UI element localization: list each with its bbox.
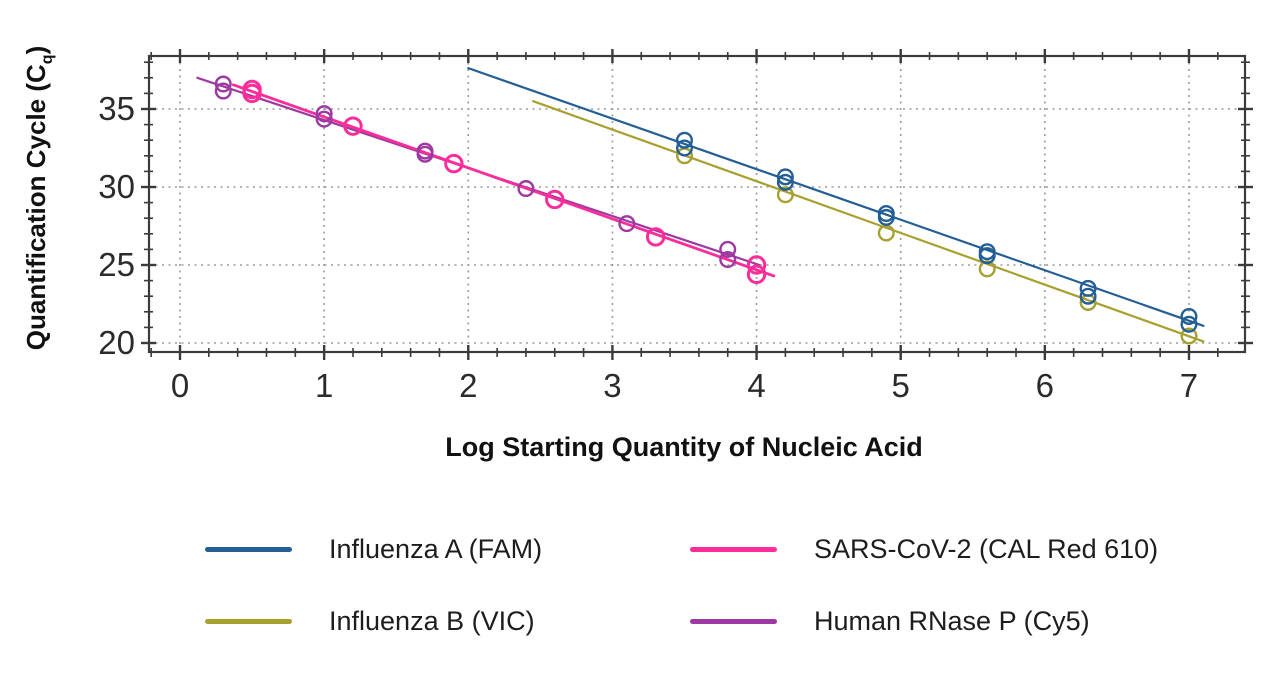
data-point-human-rnase-p-cy5 xyxy=(517,180,535,198)
plot-frame xyxy=(147,54,1247,354)
trendline-sars-cov-2-cal-red-610 xyxy=(231,83,776,278)
data-point-influenza-a-fam xyxy=(978,247,996,265)
data-point-sars-cov-2-cal-red-610 xyxy=(242,83,262,104)
legend-item-influenza-b-vic: Influenza B (VIC) xyxy=(205,605,535,637)
data-point-influenza-a-fam xyxy=(776,173,794,191)
data-point-human-rnase-p-cy5 xyxy=(214,75,232,93)
x-tick-label: 5 xyxy=(892,367,910,404)
legend-line-swatch xyxy=(690,546,777,552)
data-point-human-rnase-p-cy5 xyxy=(315,105,333,123)
data-point-sars-cov-2-cal-red-610 xyxy=(444,153,464,174)
data-point-influenza-a-fam xyxy=(675,131,693,149)
data-point-human-rnase-p-cy5 xyxy=(719,251,737,269)
y-axis-title: Quantification Cycle (Cq) xyxy=(14,0,58,398)
legend-line-swatch xyxy=(690,618,777,624)
y-axis-title-close: ) xyxy=(21,45,51,55)
x-tick-label: 0 xyxy=(171,367,189,404)
legend-line-swatch xyxy=(205,546,292,552)
data-point-influenza-b-vic xyxy=(776,186,794,204)
data-point-influenza-a-fam xyxy=(1180,307,1198,325)
trendline-influenza-a-fam xyxy=(467,67,1205,327)
data-point-influenza-b-vic xyxy=(1180,327,1198,345)
data-point-sars-cov-2-cal-red-610 xyxy=(746,255,767,275)
data-point-influenza-a-fam xyxy=(1079,279,1097,297)
data-point-sars-cov-2-cal-red-610 xyxy=(545,189,565,210)
y-tick-label: 30 xyxy=(98,168,135,205)
x-tick-label: 2 xyxy=(459,367,477,404)
data-point-influenza-a-fam xyxy=(1079,287,1097,305)
x-tick-label: 3 xyxy=(603,367,621,404)
data-point-human-rnase-p-cy5 xyxy=(214,82,232,100)
legend-label: Influenza B (VIC) xyxy=(329,605,535,636)
legend-item-human-rnase-p-cy5: Human RNase P (Cy5) xyxy=(690,605,1090,637)
data-point-human-rnase-p-cy5 xyxy=(416,145,434,163)
data-point-human-rnase-p-cy5 xyxy=(315,110,333,128)
legend-item-influenza-a-fam: Influenza A (FAM) xyxy=(205,533,542,565)
x-tick-label: 1 xyxy=(315,367,333,404)
data-point-influenza-a-fam xyxy=(675,139,693,157)
y-tick-label: 20 xyxy=(98,324,135,361)
data-point-influenza-a-fam xyxy=(776,168,794,186)
legend-label: SARS-CoV-2 (CAL Red 610) xyxy=(814,533,1159,564)
data-point-influenza-a-fam xyxy=(1180,315,1198,333)
data-point-human-rnase-p-cy5 xyxy=(618,215,636,233)
x-axis-title: Log Starting Quantity of Nucleic Acid xyxy=(445,432,923,462)
x-tick-label: 4 xyxy=(747,367,765,404)
data-point-influenza-b-vic xyxy=(978,260,996,278)
data-point-influenza-a-fam xyxy=(877,208,895,226)
y-axis-title-text: Quantification Cycle (C xyxy=(21,64,51,351)
legend-line-swatch xyxy=(205,618,292,624)
legend-label: Influenza A (FAM) xyxy=(329,533,543,564)
y-tick-label: 35 xyxy=(98,90,135,127)
x-tick-label: 7 xyxy=(1180,367,1198,404)
data-point-sars-cov-2-cal-red-610 xyxy=(343,116,363,136)
data-point-human-rnase-p-cy5 xyxy=(719,240,737,258)
legend-item-sars-cov-2-cal-red-610: SARS-CoV-2 (CAL Red 610) xyxy=(690,533,1158,565)
x-tick-label: 6 xyxy=(1036,367,1054,404)
y-tick-label: 25 xyxy=(98,246,135,283)
y-axis-title-subscript: q xyxy=(39,54,56,65)
legend-label: Human RNase P (Cy5) xyxy=(814,605,1090,636)
data-point-sars-cov-2-cal-red-610 xyxy=(746,264,767,285)
data-point-sars-cov-2-cal-red-610 xyxy=(645,227,666,247)
